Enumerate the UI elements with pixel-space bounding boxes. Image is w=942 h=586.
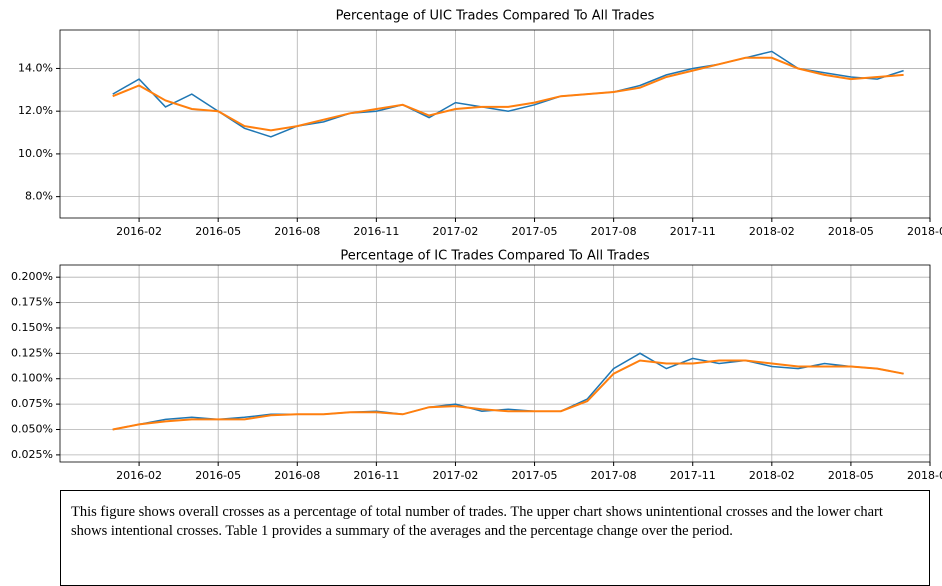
x-tick-label: 2018-02 [749, 469, 795, 482]
data-line [112, 352, 904, 431]
y-tick-label: 0.200% [11, 270, 53, 283]
x-tick-label: 2017-11 [670, 225, 716, 238]
data-line [112, 56, 904, 132]
plot-frame [59, 264, 931, 463]
x-tick-label: 2016-05 [195, 469, 241, 482]
chart-title: Percentage of UIC Trades Compared To All… [336, 9, 655, 24]
y-tick-label: 0.100% [11, 372, 53, 385]
y-tick-label: 10.0% [18, 147, 53, 160]
x-tick-label: 2018-02 [749, 225, 795, 238]
x-tick-label: 2017-08 [591, 469, 637, 482]
x-tick-label: 2016-02 [116, 225, 162, 238]
data-line [112, 359, 904, 431]
y-tick-label: 14.0% [18, 61, 53, 74]
y-tick-label: 12.0% [18, 104, 53, 117]
x-tick-label: 2016-05 [195, 225, 241, 238]
y-tick-label: 0.025% [11, 448, 53, 461]
y-tick-label: 0.050% [11, 423, 53, 436]
x-tick-label: 2016-11 [353, 225, 399, 238]
y-tick-label: 0.150% [11, 321, 53, 334]
page: Percentage of UIC Trades Compared To All… [11, 8, 942, 586]
data-line [112, 50, 904, 138]
x-tick-label: 2017-08 [591, 225, 637, 238]
x-tick-label: 2018-05 [828, 469, 874, 482]
chart-title: Percentage of IC Trades Compared To All … [340, 249, 649, 264]
x-tick-label: 2017-02 [432, 469, 478, 482]
x-tick-label: 2017-05 [512, 225, 558, 238]
y-tick-label: 0.125% [11, 346, 53, 359]
x-tick-label: 2017-02 [432, 225, 478, 238]
x-tick-label: 2018-08 [907, 225, 942, 238]
x-tick-label: 2016-11 [353, 469, 399, 482]
plot-frame [59, 29, 931, 219]
x-tick-label: 2016-08 [274, 225, 320, 238]
caption: This figure shows overall crosses as a p… [60, 490, 930, 586]
x-tick-label: 2018-08 [907, 469, 942, 482]
x-tick-label: 2018-05 [828, 225, 874, 238]
x-tick-label: 2017-05 [512, 469, 558, 482]
x-tick-label: 2016-02 [116, 469, 162, 482]
x-tick-label: 2017-11 [670, 469, 716, 482]
y-tick-label: 0.075% [11, 397, 53, 410]
y-tick-label: 8.0% [25, 190, 53, 203]
x-tick-label: 2016-08 [274, 469, 320, 482]
charts: Percentage of UIC Trades Compared To All… [11, 9, 942, 483]
y-tick-label: 0.175% [11, 296, 53, 309]
